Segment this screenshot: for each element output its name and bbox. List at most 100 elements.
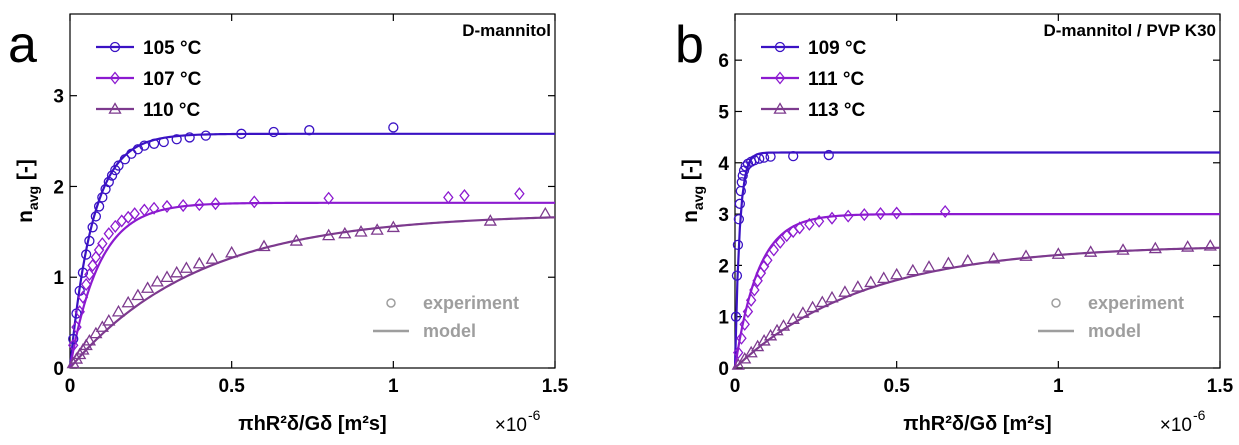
data-point (762, 253, 773, 267)
data-point (804, 217, 815, 231)
data-point (514, 187, 525, 201)
y-tick-label: 2 (718, 256, 729, 277)
data-point (1116, 243, 1130, 255)
data-point (875, 207, 886, 221)
legend-label: 105 °C (143, 38, 202, 59)
legend-marker (109, 71, 121, 85)
data-point (738, 351, 752, 364)
data-point (459, 188, 470, 203)
data-point (71, 308, 82, 319)
data-point (179, 261, 194, 273)
data-point (121, 295, 135, 308)
data-point (82, 333, 97, 346)
data-point (891, 206, 902, 220)
x-multiplier-exponent: -6 (1193, 407, 1206, 423)
data-point (922, 260, 936, 272)
data-point (171, 134, 182, 145)
data-point (788, 150, 799, 162)
data-point (987, 251, 1001, 264)
legend-key-label: model (1088, 321, 1141, 341)
series-markers-0 (68, 122, 399, 345)
series-markers-2 (731, 239, 1217, 370)
data-point (103, 227, 115, 241)
model-curve-1 (733, 212, 1220, 369)
data-point (733, 346, 744, 360)
data-point (77, 267, 89, 278)
data-point (170, 265, 184, 278)
data-point (796, 306, 810, 318)
data-point (758, 152, 770, 163)
model-curve-2 (734, 246, 1221, 369)
model-curve-2 (69, 216, 556, 369)
x-tick-label: 1.5 (542, 376, 569, 397)
data-point (119, 154, 131, 165)
data-point (161, 199, 173, 213)
data-point (1148, 241, 1162, 254)
data-point (745, 293, 757, 307)
data-point (95, 320, 109, 332)
data-point (210, 197, 221, 211)
data-point (113, 160, 124, 171)
legend-marker (774, 71, 786, 85)
data-point (148, 201, 160, 215)
data-point (129, 207, 140, 221)
data-point (786, 312, 800, 325)
data-point (775, 235, 786, 249)
data-point (177, 198, 189, 213)
panel-label: a (8, 16, 37, 74)
data-point (749, 283, 760, 297)
legend-key-label: model (423, 321, 476, 341)
chart-title: D-mannitol / PVP K30 (1043, 21, 1216, 40)
series-markers-0 (730, 149, 834, 322)
data-point (813, 214, 825, 228)
data-point (805, 300, 820, 313)
data-point (323, 191, 334, 205)
data-point (84, 267, 95, 282)
x-axis-label: πhR²δ/Gδ [m²s] (903, 413, 1051, 435)
data-point (97, 237, 108, 251)
data-point (370, 223, 384, 235)
data-point (751, 339, 765, 352)
legend-key-label: experiment (1088, 293, 1184, 313)
y-tick-label: 6 (718, 51, 729, 72)
y-axis-label-sub: avg (690, 186, 706, 210)
legend-label: 109 °C (808, 38, 867, 59)
data-point (268, 126, 279, 138)
legend-label: 110 °C (143, 100, 201, 121)
model-curve-0 (68, 132, 555, 369)
y-tick-label: 2 (53, 177, 64, 198)
x-tick-label: 1.5 (1207, 376, 1234, 397)
data-point (823, 149, 834, 161)
data-point (825, 290, 839, 303)
y-axis-label-main: n (679, 210, 702, 223)
x-tick-label: 1 (1053, 376, 1064, 397)
data-point (139, 203, 150, 217)
data-point (1203, 239, 1217, 251)
data-point (225, 245, 239, 258)
legend-key: experiment model (373, 293, 519, 341)
y-axis-label: navg [-] (14, 159, 41, 223)
series-markers-1 (733, 204, 951, 360)
data-point (111, 304, 126, 317)
data-point (765, 151, 776, 162)
data-point (890, 267, 904, 280)
data-point (388, 122, 399, 133)
data-point (864, 275, 878, 288)
y-tick-label: 4 (718, 154, 729, 175)
legend-label: 113 °C (808, 100, 866, 121)
data-point (742, 305, 754, 319)
data-point (249, 195, 260, 209)
data-point (744, 345, 758, 358)
legend-marker (773, 102, 787, 114)
data-point (734, 198, 745, 209)
data-point (93, 243, 105, 257)
data-point (150, 274, 164, 287)
data-point (1084, 245, 1098, 257)
data-point (354, 225, 368, 237)
data-point (906, 263, 920, 276)
data-point (84, 235, 95, 247)
y-tick-label: 1 (53, 268, 64, 289)
data-point (939, 204, 951, 219)
data-point (736, 331, 747, 345)
data-point (74, 305, 85, 319)
